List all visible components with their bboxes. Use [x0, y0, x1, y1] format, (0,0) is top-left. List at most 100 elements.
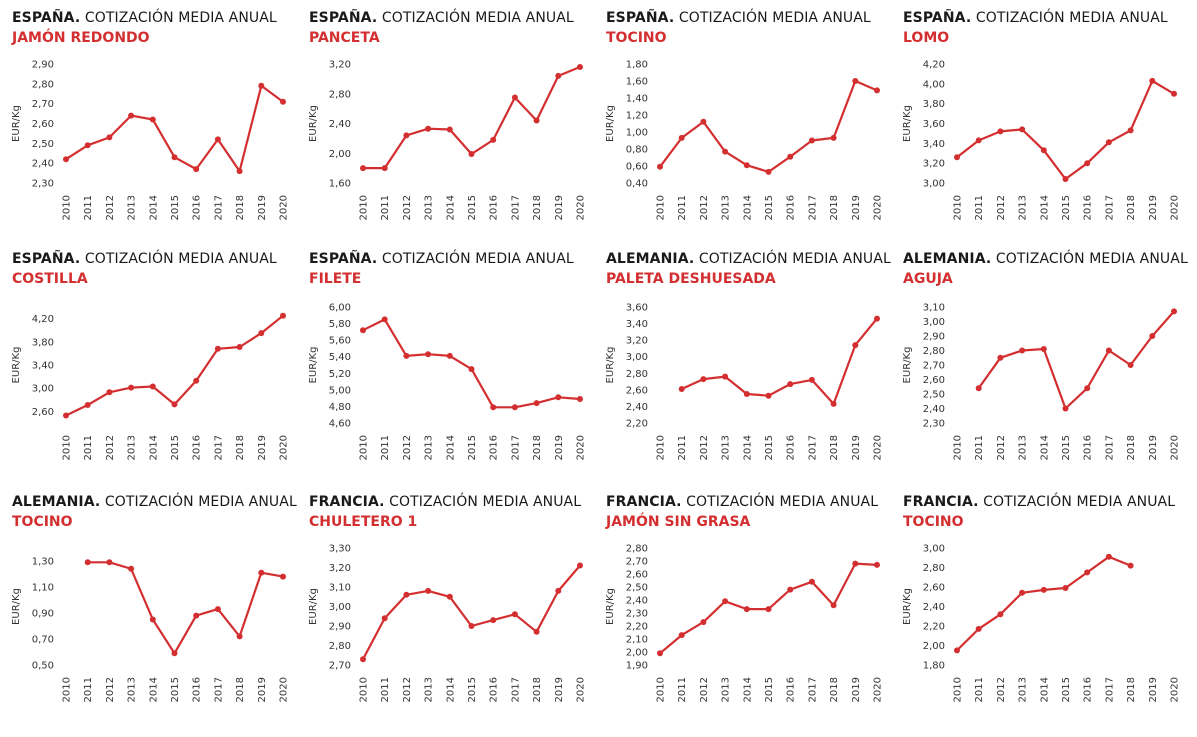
data-point: [106, 559, 113, 566]
x-tick-label: 2018: [532, 435, 543, 460]
data-point: [678, 134, 685, 141]
x-tick-label: 2012: [402, 435, 413, 460]
chart-panel: ESPAÑA. COTIZACIÓN MEDIA ANUAL LOMO 3,00 3,…: [891, 0, 1187, 240]
chart-title-text: COTIZACIÓN MEDIA ANUAL: [377, 251, 574, 267]
x-tick-label: 2017: [213, 677, 224, 702]
data-point: [765, 168, 772, 175]
data-point: [657, 163, 663, 170]
chart-panel: ESPAÑA. COTIZACIÓN MEDIA ANUAL PANCETA 1,6…: [297, 0, 593, 240]
chart-title-country: ESPAÑA.: [12, 251, 81, 267]
y-tick-label: 2,50: [626, 583, 648, 594]
x-tick-label: 2012: [105, 435, 116, 460]
x-tick-label: 2015: [764, 677, 775, 702]
y-tick-label: 2,90: [923, 332, 945, 343]
data-point: [171, 650, 178, 657]
y-tick-label: 2,40: [329, 119, 351, 130]
chart-title: FRANCIA. COTIZACIÓN MEDIA ANUAL: [903, 493, 1175, 511]
data-point: [403, 591, 410, 598]
y-tick-label: 2,20: [626, 622, 648, 633]
x-tick-label: 2020: [873, 435, 884, 460]
chart-panel: ESPAÑA. COTIZACIÓN MEDIA ANUAL COSTILLA 2,…: [0, 241, 296, 481]
line-chart: 2,20 2,40 2,60 2,80 3,00 3,20 3,40 3,60 EUR/Kg 20…: [605, 303, 884, 461]
y-tick-label: 0,80: [626, 145, 648, 156]
data-point: [700, 118, 707, 125]
chart-title-text: COTIZACIÓN MEDIA ANUAL: [694, 251, 891, 267]
chart-title: ESPAÑA. COTIZACIÓN MEDIA ANUAL: [12, 9, 277, 27]
x-tick-label: 2010: [359, 435, 370, 460]
chart-title: ESPAÑA. COTIZACIÓN MEDIA ANUAL: [309, 9, 574, 27]
chart-panel: ALEMANIA. COTIZACIÓN MEDIA ANUAL AGUJA 2,3…: [891, 241, 1188, 481]
data-point: [1171, 308, 1177, 315]
x-tick-label: 2012: [402, 677, 413, 702]
x-tick-label: 2015: [764, 435, 775, 460]
x-tick-label: 2015: [170, 677, 181, 702]
y-axis-label: EUR/Kg: [11, 105, 22, 142]
line-chart: 1,60 2,00 2,40 2,80 3,20 EUR/Kg 2010 2011 2012 20…: [308, 60, 587, 221]
chart-subtitle: PANCETA: [309, 30, 380, 46]
data-point: [63, 156, 69, 163]
chart-subtitle: AGUJA: [903, 271, 953, 287]
y-tick-label: 3,40: [32, 361, 54, 372]
data-point: [830, 602, 837, 609]
data-point: [425, 351, 432, 358]
y-tick-label: 5,00: [329, 385, 351, 396]
x-tick-label: 2014: [148, 435, 159, 460]
y-axis-label: EUR/Kg: [308, 347, 319, 384]
x-tick-label: 2019: [554, 677, 565, 702]
x-tick-label: 2019: [257, 435, 268, 460]
x-tick-label: 2019: [1148, 195, 1159, 220]
chart-subtitle: LOMO: [903, 30, 950, 46]
x-tick-label: 2011: [380, 677, 391, 702]
x-tick-label: 2011: [83, 435, 94, 460]
y-tick-label: 5,80: [329, 319, 351, 330]
data-point: [425, 125, 432, 132]
y-tick-label: 3,10: [923, 303, 945, 314]
y-tick-label: 2,70: [329, 661, 351, 672]
data-point: [975, 385, 982, 392]
x-tick-label: 2020: [873, 195, 884, 220]
x-tick-label: 2018: [235, 677, 246, 702]
data-point: [1084, 569, 1091, 576]
data-point: [106, 134, 113, 141]
x-tick-label: 2010: [953, 195, 964, 220]
x-tick-label: 2013: [127, 677, 138, 702]
x-tick-label: 2018: [829, 677, 840, 702]
line-chart: 2,60 3,00 3,40 3,80 4,20 EUR/Kg 2010 2011 2012 20…: [11, 312, 290, 460]
y-tick-label: 2,80: [923, 346, 945, 357]
x-tick-label: 2019: [851, 195, 862, 220]
chart-title: ESPAÑA. COTIZACIÓN MEDIA ANUAL: [309, 250, 574, 268]
data-point: [258, 330, 265, 337]
x-tick-label: 2013: [127, 195, 138, 220]
x-tick-label: 2019: [851, 435, 862, 460]
chart-title-country: ALEMANIA.: [12, 494, 101, 510]
y-tick-label: 4,60: [329, 419, 351, 430]
chart-title: ESPAÑA. COTIZACIÓN MEDIA ANUAL: [606, 9, 871, 27]
data-point: [1084, 160, 1091, 167]
y-axis-label: EUR/Kg: [605, 588, 616, 625]
data-point: [511, 94, 518, 101]
data-point: [214, 345, 221, 352]
data-point: [1127, 562, 1134, 569]
y-axis-label: EUR/Kg: [902, 105, 913, 142]
chart-panel: ALEMANIA. COTIZACIÓN MEDIA ANUAL PALETA D…: [594, 241, 891, 481]
x-tick-label: 2014: [1039, 435, 1050, 460]
y-tick-label: 2,60: [626, 570, 648, 581]
data-point: [787, 381, 794, 388]
x-tick-label: 2018: [235, 435, 246, 460]
data-point: [533, 628, 540, 635]
series-line: [362, 318, 581, 409]
x-tick-label: 2017: [807, 677, 818, 702]
x-tick-label: 2013: [1018, 195, 1029, 220]
x-tick-label: 2012: [996, 677, 1007, 702]
y-tick-label: 2,40: [923, 404, 945, 415]
y-tick-label: 2,70: [626, 557, 648, 568]
data-point: [171, 154, 178, 161]
x-tick-label: 2016: [192, 195, 203, 220]
series-line: [681, 317, 878, 405]
y-tick-label: 2,80: [626, 369, 648, 380]
data-point: [280, 98, 286, 105]
y-tick-label: 5,60: [329, 336, 351, 347]
data-point: [446, 126, 453, 133]
data-point: [1062, 176, 1069, 182]
series-line: [65, 314, 284, 417]
